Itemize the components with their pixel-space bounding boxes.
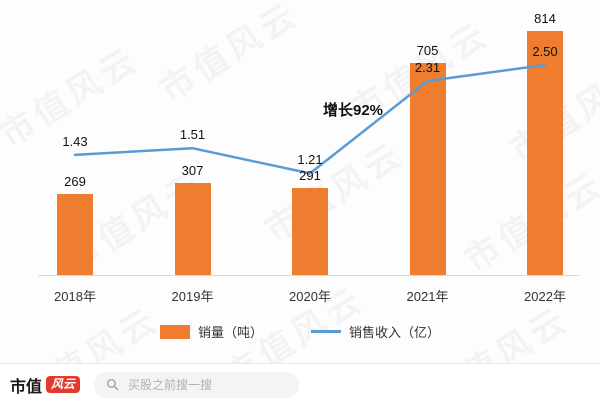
search-input[interactable] — [126, 376, 288, 393]
legend-item-revenue: 销售收入（亿） — [311, 322, 440, 341]
bar-2019年 — [174, 183, 211, 275]
bar-value-label: 269 — [64, 174, 86, 189]
bar-value-label: 814 — [534, 11, 556, 26]
x-tick-2022年: 2022年 — [524, 289, 566, 304]
search-icon — [106, 378, 119, 391]
legend: 销量（吨） 销售收入（亿） — [0, 322, 600, 341]
legend-label-volume: 销量（吨） — [197, 325, 263, 340]
bar-value-label: 291 — [299, 168, 321, 183]
x-tick-2021年: 2021年 — [406, 289, 449, 304]
bar-value-label: 307 — [181, 163, 204, 178]
line-value-label: 2.31 — [414, 59, 441, 75]
x-tick-2020年: 2020年 — [289, 289, 331, 304]
watermark-text: 市值风云 — [153, 0, 307, 110]
bar-2021年 — [409, 63, 446, 275]
growth-annotation: 增长92% — [323, 102, 384, 119]
chart-area: 市值风云市值风云市值风云市值风云市值风云市值风云市值风云市值风云市值风云市值风云… — [0, 0, 600, 363]
bar-series-swatch — [159, 324, 190, 339]
brand-text: 市值 — [10, 378, 43, 396]
x-tick-2019年: 2019年 — [171, 289, 214, 304]
bar-value-label: 705 — [416, 43, 439, 58]
x-axis-line — [38, 275, 580, 276]
line-value-label: 2.50 — [532, 44, 558, 59]
x-tick-2018年: 2018年 — [54, 289, 96, 304]
watermark-text: 市值风云 — [258, 135, 412, 250]
search-box[interactable] — [94, 371, 300, 398]
legend-label-revenue: 销售收入（亿） — [349, 325, 441, 340]
brand-badge: 风云 — [46, 375, 81, 394]
line-value-label: 1.43 — [62, 133, 88, 149]
bar-2020年 — [292, 188, 328, 275]
line-value-label: 1.21 — [297, 152, 323, 168]
footer-bar: 市值 风云 — [0, 363, 600, 405]
bar-2022年 — [527, 31, 563, 275]
line-series-swatch — [311, 330, 341, 333]
legend-item-volume: 销量（吨） — [159, 322, 263, 341]
bar-2018年 — [57, 194, 93, 275]
line-value-label: 1.51 — [179, 127, 206, 143]
brand-logo[interactable]: 市值 风云 — [10, 373, 81, 397]
